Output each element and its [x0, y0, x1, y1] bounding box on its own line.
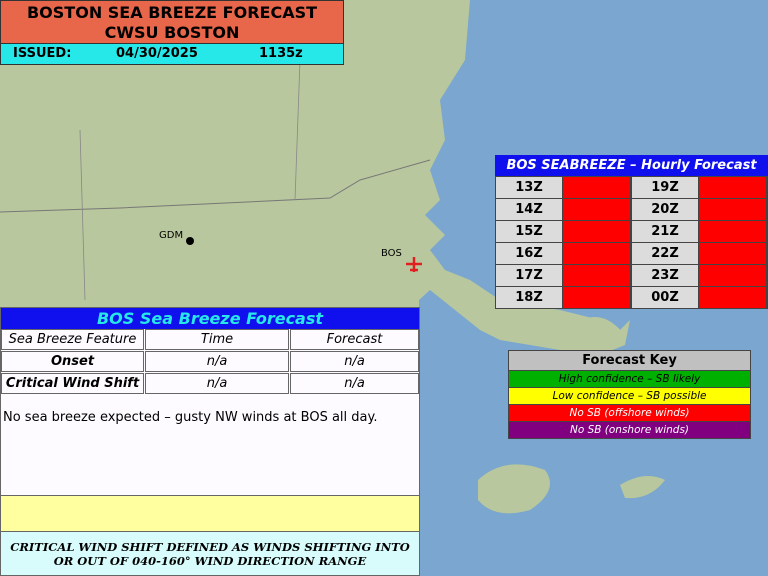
hour-status	[563, 287, 630, 308]
header-office: CWSU BOSTON	[104, 23, 240, 42]
key-item: No SB (onshore winds)	[509, 422, 750, 438]
issued-label: ISSUED:	[13, 46, 72, 61]
key-item: No SB (offshore winds)	[509, 405, 750, 421]
issued-date: 04/30/2025	[116, 46, 198, 61]
key-title: Forecast Key	[509, 351, 750, 370]
gdm-marker	[186, 237, 194, 245]
hour-status	[563, 265, 630, 286]
hour-label: 00Z	[632, 287, 698, 308]
hour-status	[699, 177, 766, 198]
hour-status	[699, 287, 766, 308]
hour-label: 17Z	[496, 265, 562, 286]
state-border	[79, 59, 301, 301]
key-item: Low confidence – SB possible	[509, 388, 750, 404]
table-header: Forecast	[290, 329, 419, 350]
table-cell: Onset	[1, 351, 144, 372]
hour-label: 22Z	[632, 243, 698, 264]
hour-status	[563, 199, 630, 220]
key-item: High confidence – SB likely	[509, 371, 750, 387]
cape-cod	[580, 316, 625, 345]
issued-time: 1135z	[259, 46, 303, 61]
nantucket	[620, 476, 665, 499]
hour-label: 16Z	[496, 243, 562, 264]
hour-label: 21Z	[632, 221, 698, 242]
hour-status	[699, 199, 766, 220]
hour-label: 20Z	[632, 199, 698, 220]
table-cell: n/a	[290, 351, 419, 372]
hour-status	[699, 265, 766, 286]
header: BOSTON SEA BREEZE FORECAST CWSU BOSTON I…	[0, 0, 344, 65]
hour-status	[563, 243, 630, 264]
state-border	[0, 159, 431, 213]
hour-label: 13Z	[496, 177, 562, 198]
hour-status	[699, 243, 766, 264]
hour-label: 14Z	[496, 199, 562, 220]
airport-icon	[406, 257, 422, 272]
hour-label: 19Z	[632, 177, 698, 198]
hour-label: 18Z	[496, 287, 562, 308]
hour-status	[563, 177, 630, 198]
forecast-footer: CRITICAL WIND SHIFT DEFINED AS WINDS SHI…	[1, 532, 419, 575]
table-header: Sea Breeze Feature	[1, 329, 144, 350]
hour-label: 23Z	[632, 265, 698, 286]
hourly-panel: BOS SEABREEZE – Hourly Forecast 13Z 14Z 15…	[495, 155, 768, 309]
table-header: Time	[145, 329, 289, 350]
marthas-vineyard	[478, 464, 550, 514]
key-panel: Forecast Key High confidence – SB likely…	[508, 350, 751, 439]
forecast-panel: BOS Sea Breeze Forecast Sea Breeze Featu…	[0, 307, 420, 576]
table-cell: n/a	[290, 373, 419, 394]
hour-status	[699, 221, 766, 242]
forecast-note: No sea breeze expected – gusty NW winds …	[3, 410, 378, 425]
hourly-title: BOS SEABREEZE – Hourly Forecast	[495, 155, 768, 176]
header-title: BOSTON SEA BREEZE FORECAST	[26, 3, 318, 22]
map-label: BOS	[381, 248, 402, 259]
table-cell: n/a	[145, 351, 289, 372]
forecast-title: BOS Sea Breeze Forecast	[1, 308, 419, 329]
table-cell: n/a	[145, 373, 289, 394]
table-cell: Critical Wind Shift	[1, 373, 144, 394]
hour-label: 15Z	[496, 221, 562, 242]
map-label: GDM	[159, 230, 183, 241]
notes-box	[1, 495, 419, 532]
hour-status	[563, 221, 630, 242]
